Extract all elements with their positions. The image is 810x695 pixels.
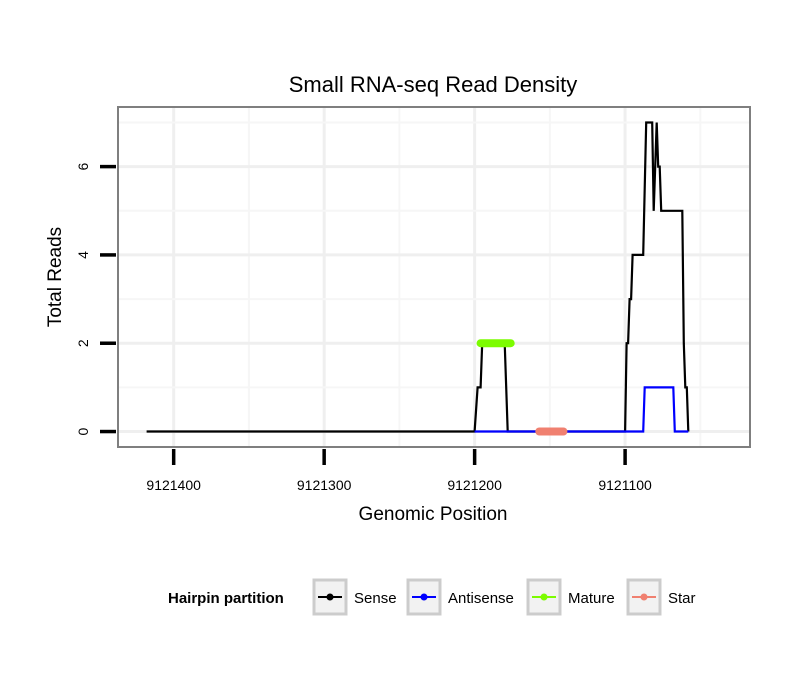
plot-panel-border — [117, 106, 751, 448]
x-tick-label: 9121400 — [146, 477, 201, 493]
chart-title: Small RNA-seq Read Density — [289, 72, 578, 97]
legend: Hairpin partition Sense Antisense Mature St… — [168, 578, 696, 616]
x-tick-label: 9121100 — [598, 477, 652, 493]
y-tick-label: 4 — [75, 251, 91, 259]
series-layer — [146, 121, 690, 436]
x-tick-label: 9121200 — [447, 477, 502, 493]
y-tick-label: 2 — [75, 339, 91, 347]
series-line-sense — [146, 121, 690, 433]
legend-label-mature: Mature — [568, 590, 615, 607]
legend-label-sense: Sense — [354, 590, 397, 607]
legend-key-point — [540, 593, 548, 601]
x-axis-label: Genomic Position — [359, 504, 508, 525]
legend-key-point — [640, 593, 648, 601]
axis-layer: 9121400 9121300 9121200 9121100 0 2 4 6 — [75, 163, 652, 493]
legend-key-point — [420, 593, 428, 601]
legend-label-star: Star — [668, 590, 696, 607]
legend-title: Hairpin partition — [168, 590, 284, 607]
series-line-antisense — [474, 386, 689, 433]
x-tick-label: 9121300 — [297, 477, 352, 493]
legend-key-point — [326, 593, 334, 601]
y-tick-label: 0 — [75, 427, 91, 435]
y-tick-label: 6 — [75, 163, 91, 171]
y-axis-label: Total Reads — [45, 227, 66, 327]
legend-label-antisense: Antisense — [448, 590, 514, 607]
